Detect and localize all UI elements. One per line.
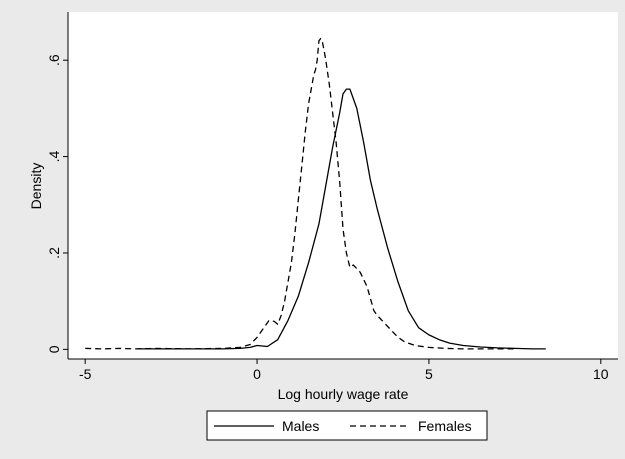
y-ticks: 0 .2 .4 .6 bbox=[46, 54, 68, 353]
legend-label-females: Females bbox=[418, 418, 472, 434]
y-tick-label: .6 bbox=[46, 54, 62, 66]
x-axis-label: Log hourly wage rate bbox=[278, 386, 409, 402]
x-tick-label: 0 bbox=[253, 366, 261, 382]
x-tick-label: 5 bbox=[425, 366, 433, 382]
x-ticks: -5 0 5 10 bbox=[79, 359, 609, 382]
plot-area bbox=[68, 12, 618, 359]
y-tick-label: 0 bbox=[46, 345, 62, 353]
y-tick-label: .2 bbox=[46, 247, 62, 259]
series-layer bbox=[85, 37, 546, 350]
legend-label-males: Males bbox=[282, 418, 319, 434]
x-tick-label: 10 bbox=[593, 366, 609, 382]
legend: Males Females bbox=[206, 410, 488, 441]
series-line-females bbox=[85, 37, 515, 350]
series-line-males bbox=[136, 88, 546, 350]
y-axis-label: Density bbox=[28, 163, 44, 210]
y-tick-label: .4 bbox=[46, 151, 62, 163]
x-tick-label: -5 bbox=[79, 366, 92, 382]
